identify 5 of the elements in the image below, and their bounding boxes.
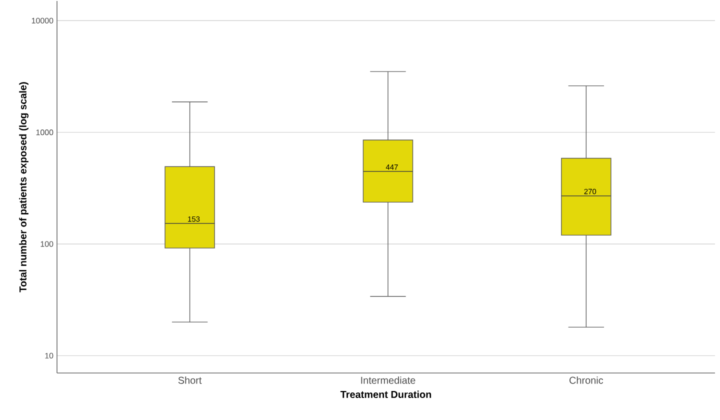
x-axis-title: Treatment Duration xyxy=(340,390,432,398)
x-tick-label: Chronic xyxy=(570,376,604,384)
x-tick-label: Intermediate xyxy=(361,376,416,384)
x-tick-label: Short xyxy=(178,376,202,384)
y-axis-title: Total number of patients exposed (log scale) xyxy=(19,82,28,292)
